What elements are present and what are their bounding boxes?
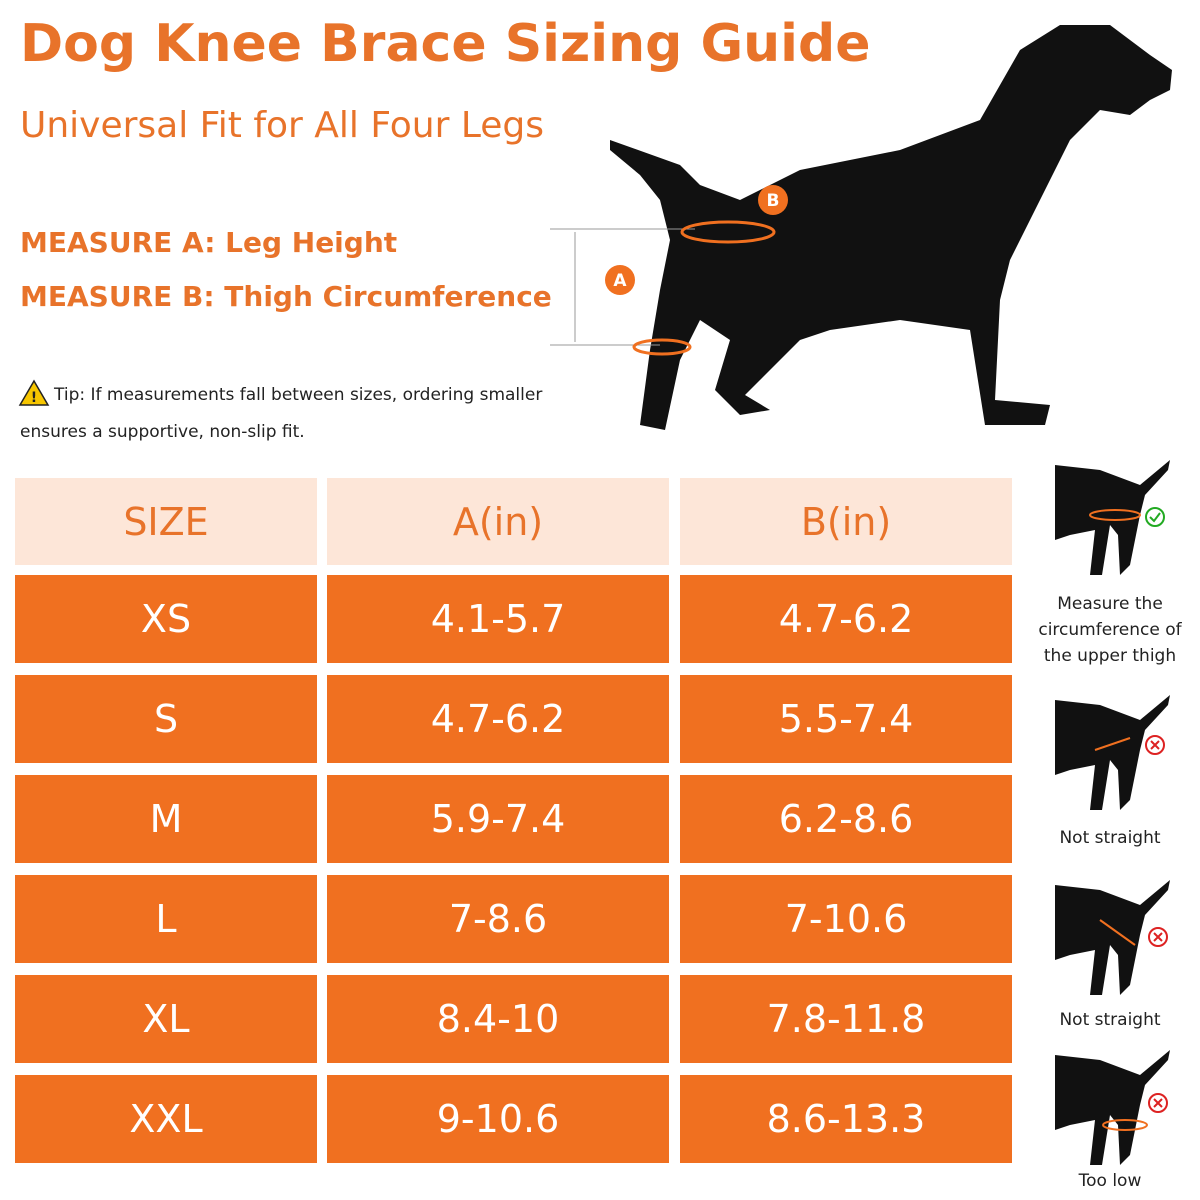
table-cell: XS bbox=[15, 575, 317, 663]
measure: MEASURE A: Leg Height bbox=[20, 226, 398, 259]
table-cell: XXL bbox=[15, 1075, 317, 1163]
table-cell: 4.7-6.2 bbox=[680, 575, 1012, 663]
table-cell: 8.4-10 bbox=[327, 975, 669, 1063]
header-cell: B(in) bbox=[680, 478, 1012, 565]
tip: Tip: If measurements fall between sizes,… bbox=[54, 385, 543, 405]
icon bbox=[1055, 695, 1170, 810]
table-cell: 9-10.6 bbox=[327, 1075, 669, 1163]
tip: ensures a supportive, non-slip fit. bbox=[20, 422, 305, 442]
callout bbox=[605, 265, 635, 295]
measure: MEASURE B: Thigh Circumference bbox=[20, 280, 552, 313]
table-cell: 4.1-5.7 bbox=[327, 575, 669, 663]
table-cell: S bbox=[15, 675, 317, 763]
side-icons bbox=[1055, 460, 1170, 1165]
icon bbox=[1055, 1050, 1170, 1165]
subtitle: Universal Fit for All Four Legs bbox=[20, 105, 545, 146]
callout bbox=[758, 185, 788, 215]
table-cell: 6.2-8.6 bbox=[680, 775, 1012, 863]
measure-ring bbox=[680, 220, 776, 244]
warning-mark: ! bbox=[31, 390, 37, 406]
callout-label: A bbox=[613, 271, 627, 291]
header-cell: SIZE bbox=[15, 478, 317, 565]
table-cell: 5.5-7.4 bbox=[680, 675, 1012, 763]
table-cell: 4.7-6.2 bbox=[327, 675, 669, 763]
measure-ring bbox=[632, 338, 692, 356]
icon bbox=[1055, 880, 1170, 995]
table-cell: M bbox=[15, 775, 317, 863]
caption: Not straight bbox=[1059, 1010, 1161, 1030]
warning-icon bbox=[18, 379, 50, 406]
title: Dog Knee Brace Sizing Guide bbox=[20, 14, 871, 74]
table-cell: XL bbox=[15, 975, 317, 1063]
callout-label: B bbox=[767, 191, 780, 211]
table-cell: 8.6-13.3 bbox=[680, 1075, 1012, 1163]
header-cell: A(in) bbox=[327, 478, 669, 565]
caption: Not straight bbox=[1059, 828, 1161, 848]
table-cell: 7-8.6 bbox=[327, 875, 669, 963]
icon bbox=[1055, 460, 1170, 575]
table-cell: L bbox=[15, 875, 317, 963]
table-cell: 7-10.6 bbox=[680, 875, 1012, 963]
dog-silhouette bbox=[610, 25, 1172, 430]
caption: Measure the circumference of the upper t… bbox=[1038, 594, 1182, 666]
caption: Too low bbox=[1078, 1171, 1142, 1191]
table-cell: 7.8-11.8 bbox=[680, 975, 1012, 1063]
illustration: ! B A bbox=[18, 25, 1172, 430]
table-cell: 5.9-7.4 bbox=[327, 775, 669, 863]
